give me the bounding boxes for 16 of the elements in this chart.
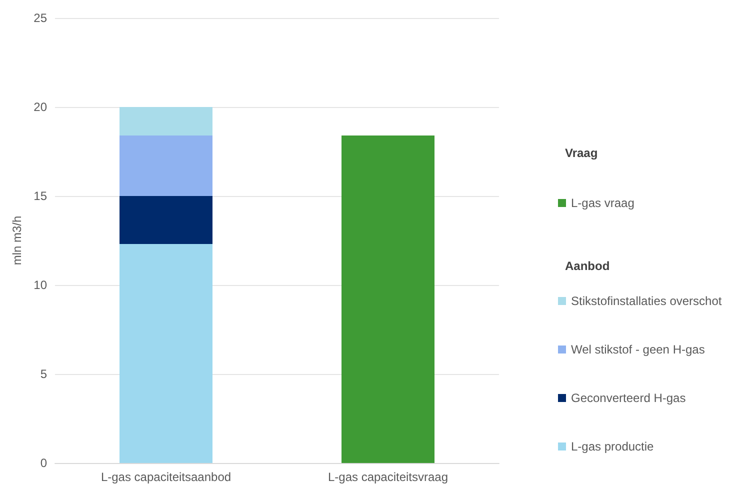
legend-label: Geconverteerd H-gas bbox=[571, 391, 686, 405]
y-tick-label: 5 bbox=[40, 367, 48, 381]
legend-label: Wel stikstof - geen H-gas bbox=[571, 342, 705, 356]
legend-label: L-gas productie bbox=[571, 440, 654, 454]
y-tick-label: 25 bbox=[34, 11, 48, 25]
x-tick-label: L-gas capaciteitsaanbod bbox=[100, 470, 232, 484]
legend-label: Stikstofinstallaties overschot bbox=[571, 294, 722, 308]
y-tick-label: 15 bbox=[34, 189, 48, 203]
x-tick-label: L-gas capaciteitsvraag bbox=[328, 470, 448, 484]
legend-label: L-gas vraag bbox=[571, 196, 634, 210]
y-tick-label: 20 bbox=[34, 100, 48, 114]
y-tick-label: 10 bbox=[34, 278, 48, 292]
text: Vraag bbox=[565, 146, 598, 160]
text: Aanbod bbox=[565, 259, 610, 273]
y-axis-title: mln m3/h bbox=[10, 216, 24, 266]
y-tick-label: 0 bbox=[40, 456, 48, 470]
